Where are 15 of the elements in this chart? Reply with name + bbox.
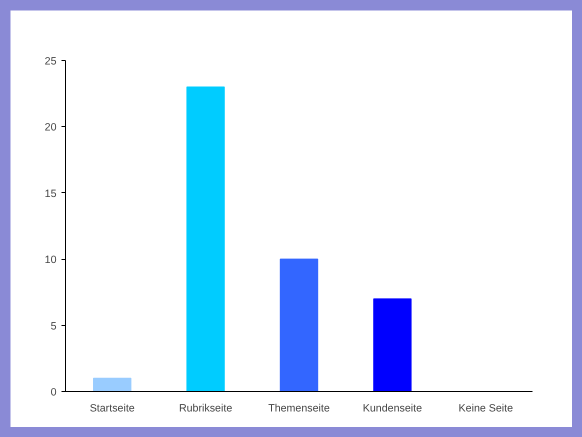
x-tick-label: Rubrikseite [178, 402, 232, 414]
bar [186, 86, 225, 392]
x-tick-label: Kundenseite [362, 402, 422, 414]
y-tick-label: 10 [44, 254, 57, 266]
bar [373, 298, 412, 392]
y-tick-label: 5 [50, 320, 57, 332]
y-tick-label: 0 [50, 386, 57, 398]
y-tick-label: 20 [44, 122, 57, 134]
x-tick-label: Startseite [90, 402, 135, 414]
y-tick-label: 25 [44, 56, 57, 68]
bar [280, 258, 318, 392]
y-tick-label: 15 [44, 188, 57, 200]
x-tick-label: Keine Seite [458, 402, 514, 414]
bar [93, 378, 132, 392]
x-tick-label: Themenseite [268, 402, 330, 414]
